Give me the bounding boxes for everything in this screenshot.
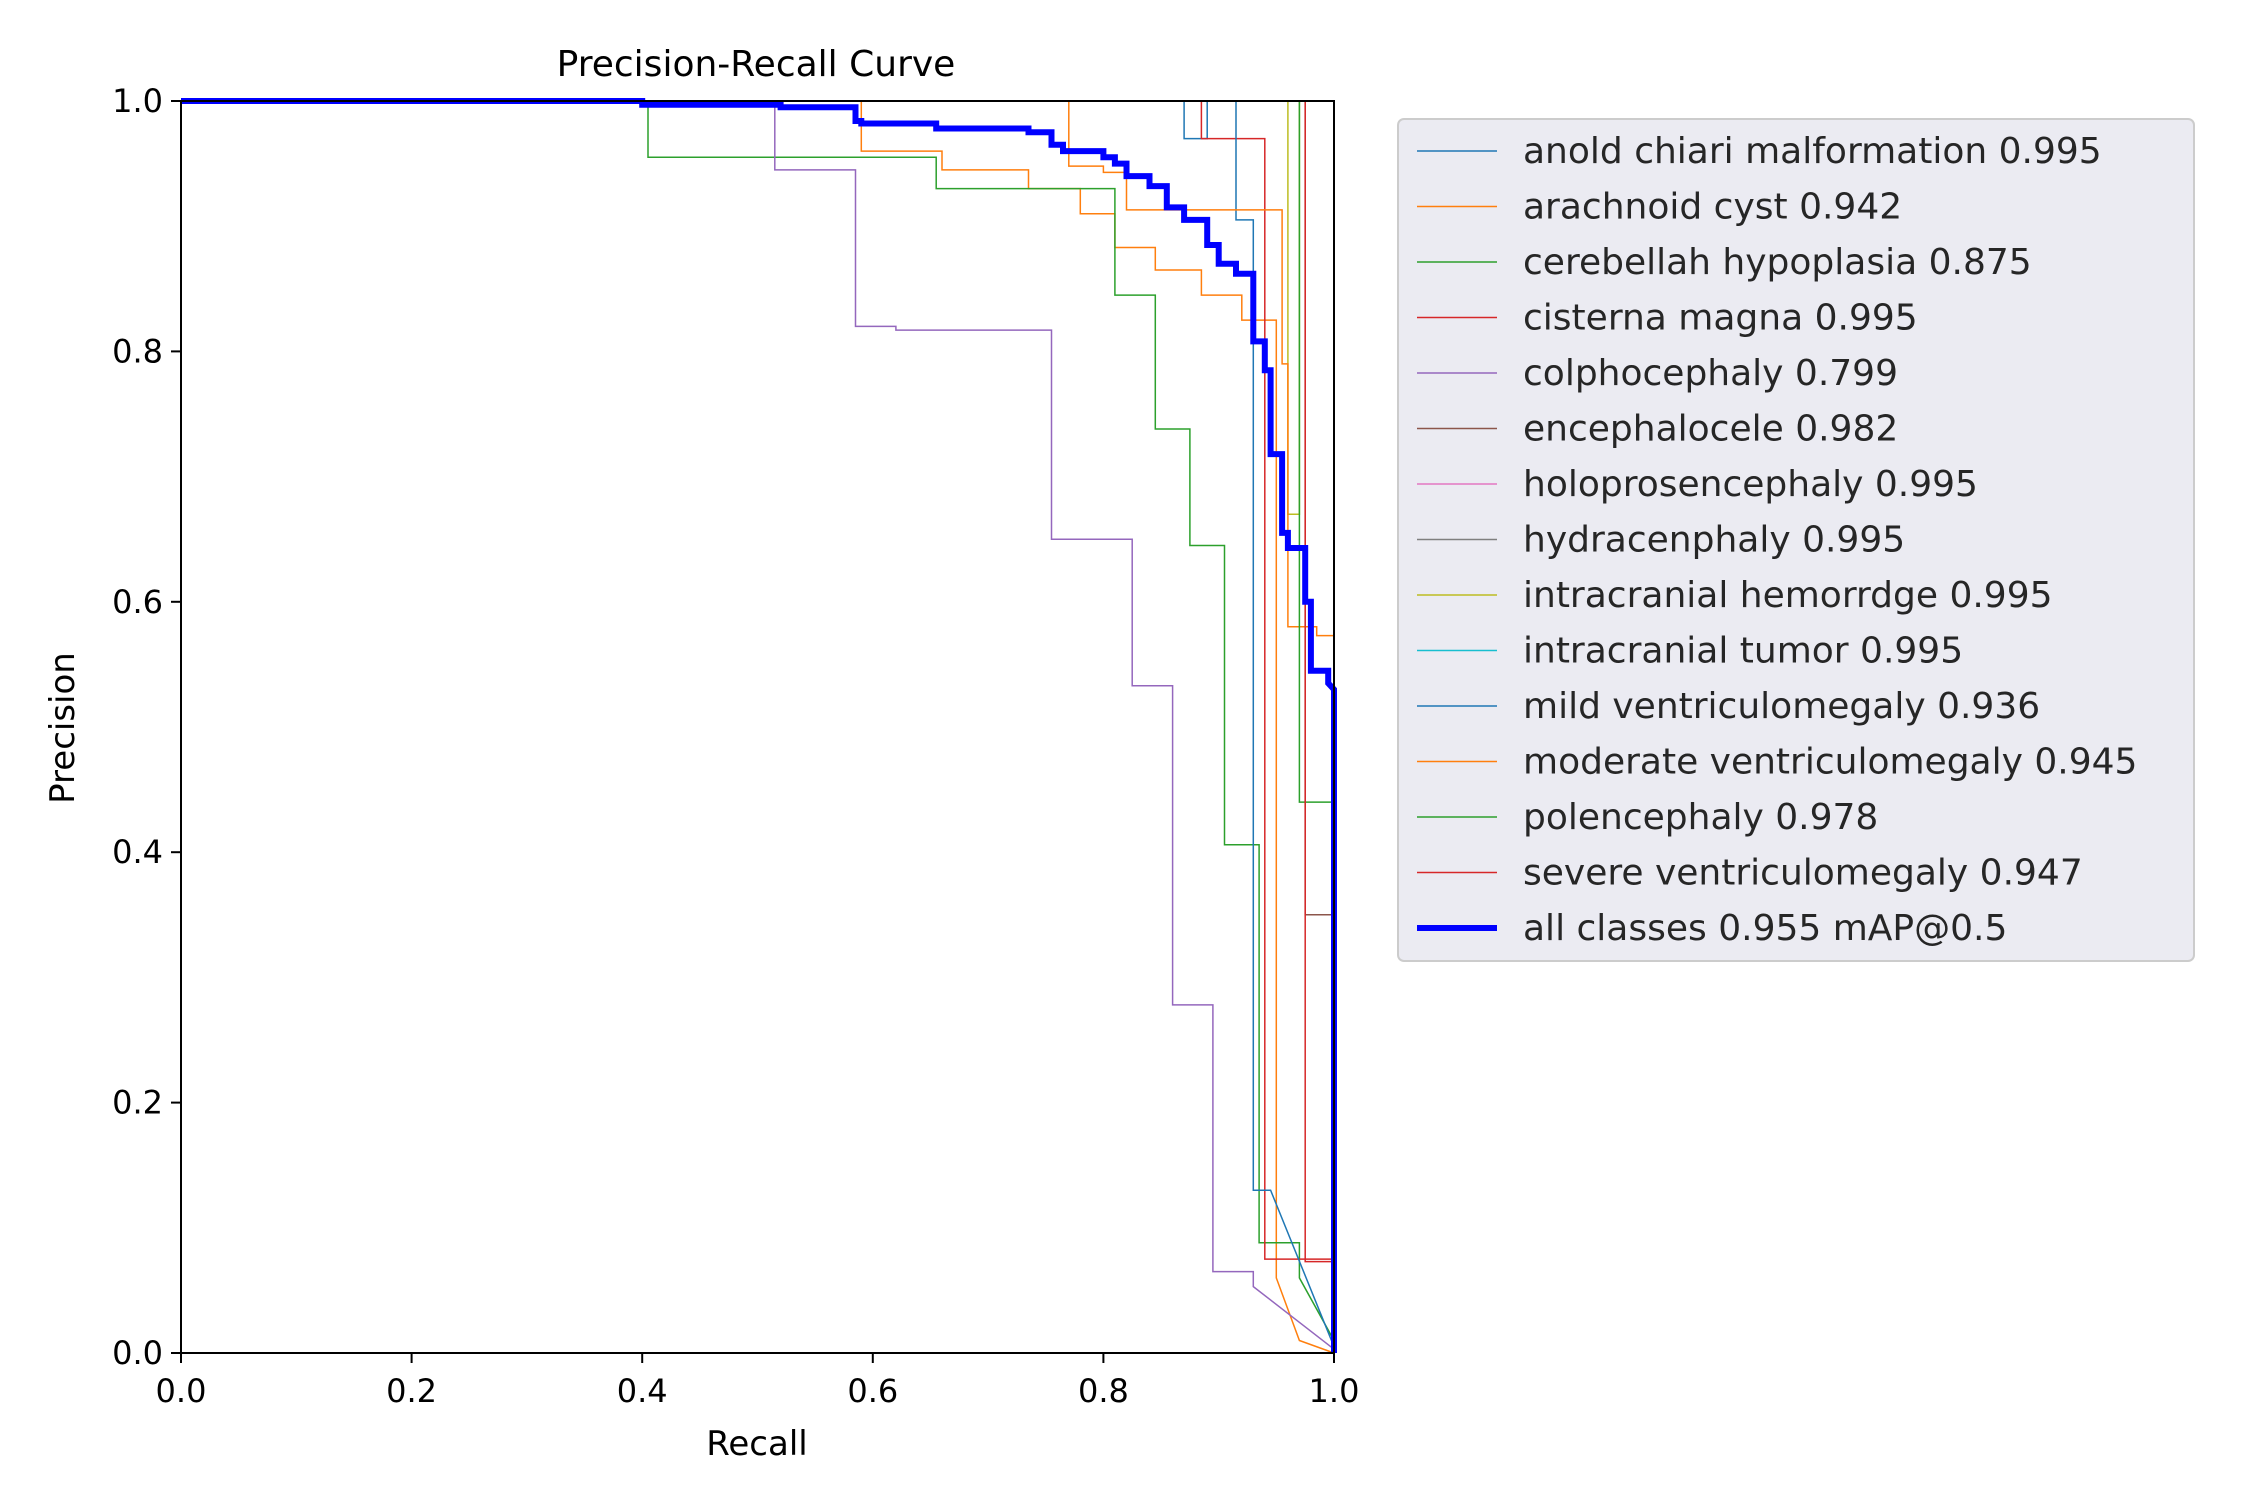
legend-label: intracranial hemorrdge 0.995 (1523, 575, 2053, 616)
series-line-2 (181, 100, 1335, 1341)
series-line-1 (181, 100, 1335, 1354)
legend-item: mild ventriculomegaly 0.936 (1417, 686, 2040, 727)
series-line-8 (181, 100, 1335, 1353)
series-line-13 (181, 100, 1335, 1353)
series-line-9 (181, 100, 1335, 1353)
series-line-7 (181, 100, 1335, 1353)
x-tick-label: 0.2 (386, 1372, 437, 1410)
legend-item: arachnoid cyst 0.942 (1417, 187, 1902, 228)
series-line-0 (181, 100, 1335, 1353)
y-tick-label: 0.0 (112, 1334, 163, 1372)
plot-series (181, 98, 1337, 1354)
legend-item: intracranial hemorrdge 0.995 (1417, 575, 2053, 616)
legend-item: moderate ventriculomegaly 0.945 (1417, 742, 2137, 783)
x-tick-label: 0.8 (1078, 1372, 1129, 1410)
legend-label: all classes 0.955 mAP@0.5 (1523, 908, 2007, 949)
series-line-5 (181, 100, 1335, 1353)
legend-label: cisterna magna 0.995 (1523, 298, 1918, 339)
legend-label: encephalocele 0.982 (1523, 409, 1898, 450)
y-tick-label: 0.2 (112, 1084, 163, 1122)
legend-label: colphocephaly 0.799 (1523, 353, 1898, 394)
legend-item: intracranial tumor 0.995 (1417, 631, 1963, 672)
series-line-10 (181, 100, 1335, 1347)
y-tick-label: 0.6 (112, 583, 163, 621)
legend-item: cisterna magna 0.995 (1417, 298, 1918, 339)
legend-label: hydracenphaly 0.995 (1523, 520, 1905, 561)
series-line-14 (181, 98, 1337, 1353)
legend-item: severe ventriculomegaly 0.947 (1417, 853, 2083, 894)
y-tick-label: 0.8 (112, 332, 163, 370)
legend-item: hydracenphaly 0.995 (1417, 520, 1905, 561)
y-tick-label: 0.4 (112, 833, 163, 871)
legend-item: all classes 0.955 mAP@0.5 (1417, 908, 2007, 949)
y-tick-label: 1.0 (112, 82, 163, 120)
legend-item: encephalocele 0.982 (1417, 409, 1898, 450)
legend-item: polencephaly 0.978 (1417, 797, 1878, 838)
x-tick-label: 0.4 (617, 1372, 668, 1410)
y-axis-ticks: 0.0 0.2 0.4 0.6 0.8 1.0 (112, 82, 181, 1372)
legend-label: arachnoid cyst 0.942 (1523, 187, 1902, 228)
series-line-4 (181, 100, 1335, 1350)
legend-item: colphocephaly 0.799 (1417, 353, 1898, 394)
legend-label: anold chiari malformation 0.995 (1523, 131, 2102, 172)
legend: anold chiari malformation 0.995 arachnoid… (1397, 118, 2195, 962)
series-line-6 (181, 100, 1335, 1353)
series-line-12 (181, 100, 1335, 1353)
legend-item: cerebellah hypoplasia 0.875 (1417, 242, 2032, 283)
legend-item: holoprosencephaly 0.995 (1417, 464, 1978, 505)
y-axis-title: Precision (43, 652, 83, 804)
legend-label: holoprosencephaly 0.995 (1523, 464, 1978, 505)
plot-frame (180, 100, 1335, 1354)
legend-label: cerebellah hypoplasia 0.875 (1523, 242, 2032, 283)
series-line-3 (181, 100, 1335, 1353)
legend-label: moderate ventriculomegaly 0.945 (1523, 742, 2137, 783)
x-axis-ticks: 0.0 0.2 0.4 0.6 0.8 1.0 (156, 1353, 1360, 1410)
legend-label: severe ventriculomegaly 0.947 (1523, 853, 2083, 894)
legend-box (1397, 118, 2195, 962)
x-axis-title: Recall (706, 1424, 807, 1464)
chart-title: Precision-Recall Curve (557, 44, 956, 85)
legend-items: anold chiari malformation 0.995 arachnoid… (1417, 131, 2137, 949)
x-tick-label: 0.6 (847, 1372, 898, 1410)
legend-item: anold chiari malformation 0.995 (1417, 131, 2102, 172)
legend-label: intracranial tumor 0.995 (1523, 631, 1963, 672)
legend-label: polencephaly 0.978 (1523, 797, 1878, 838)
x-tick-label: 0.0 (156, 1372, 207, 1410)
series-line-11 (181, 100, 1335, 1353)
x-tick-label: 1.0 (1309, 1372, 1360, 1410)
legend-label: mild ventriculomegaly 0.936 (1523, 686, 2040, 727)
